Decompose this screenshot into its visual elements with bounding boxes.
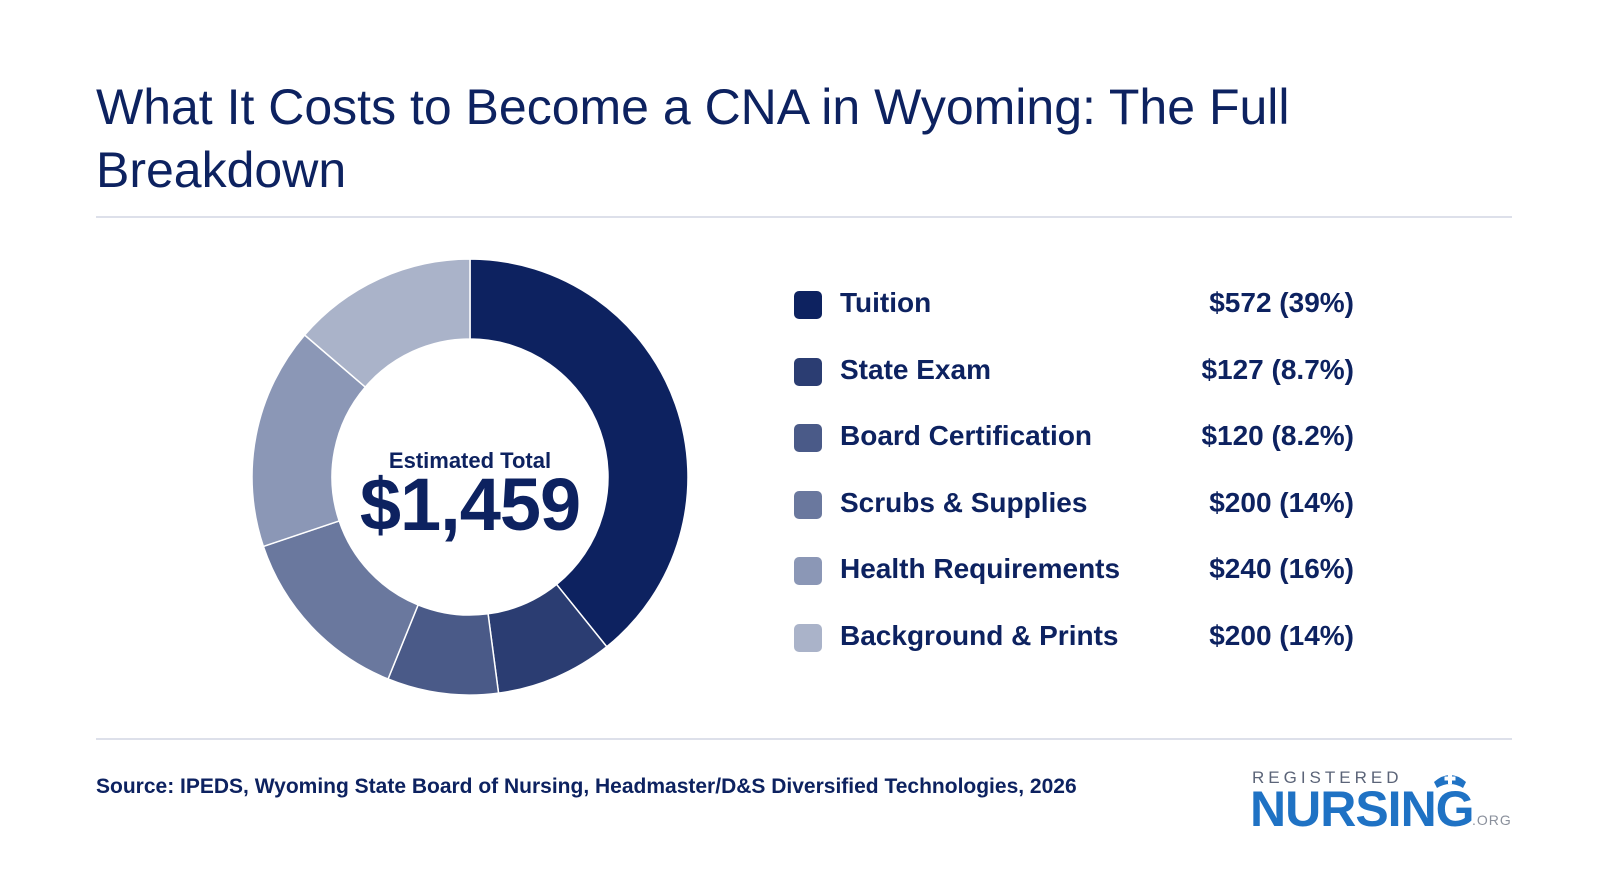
legend-label: Background & Prints: [840, 619, 1119, 651]
legend-label: Scrubs & Supplies: [840, 486, 1088, 518]
logo-suffix-text: .ORG: [1472, 812, 1512, 828]
legend-label: State Exam: [840, 353, 991, 385]
total-label: Estimated Total: [388, 448, 552, 473]
legend-value: $572 (39%): [1209, 287, 1354, 318]
legend-swatch: [794, 357, 822, 386]
legend-label: Board Certification: [840, 420, 1093, 451]
legend-item: State Exam $127 (8.7%): [794, 349, 1354, 416]
legend-value: $127 (8.7%): [1201, 353, 1354, 385]
legend-swatch: [794, 424, 822, 452]
legend-value: $200 (14%): [1209, 486, 1354, 518]
logo-main-text: NURSING: [1250, 781, 1475, 837]
top-divider: [96, 216, 1512, 218]
donut-slice-background-prints: [303, 258, 471, 389]
logo-top-text: REGISTERED: [1252, 768, 1403, 787]
donut-chart: [251, 258, 689, 696]
legend-item: Background & Prints $200 (14%): [794, 615, 1354, 682]
legend-item: Tuition $572 (39%): [794, 282, 1354, 349]
bottom-divider: [96, 738, 1512, 740]
legend-label: Tuition: [840, 287, 932, 318]
legend-item: Board Certification $120 (8.2%): [794, 415, 1354, 482]
legend-value: $200 (14%): [1209, 619, 1354, 651]
legend-item: Scrubs & Supplies $200 (14%): [794, 482, 1354, 549]
legend-value: $240 (16%): [1209, 553, 1354, 584]
registered-nursing-logo: REGISTERED NURSING .ORG: [1250, 768, 1520, 838]
legend-swatch: [794, 291, 822, 319]
donut-slice-tuition: [469, 258, 689, 648]
chart-title: What It Costs to Become a CNA in Wyoming…: [96, 79, 1290, 198]
legend-swatch: [794, 490, 822, 519]
source-note: Source: IPEDS, Wyoming State Board of Nu…: [96, 775, 1077, 798]
total-value: $1,459: [359, 463, 581, 546]
legend: Tuition $572 (39%) State Exam $127 (8.7%…: [794, 282, 1354, 681]
legend-swatch: [794, 623, 822, 652]
legend-swatch: [794, 557, 822, 585]
nurse-cap-cross-icon: [1434, 773, 1466, 788]
legend-item: Health Requirements $240 (16%): [794, 548, 1354, 615]
legend-label: Health Requirements: [840, 553, 1121, 584]
legend-value: $120 (8.2%): [1201, 420, 1354, 451]
